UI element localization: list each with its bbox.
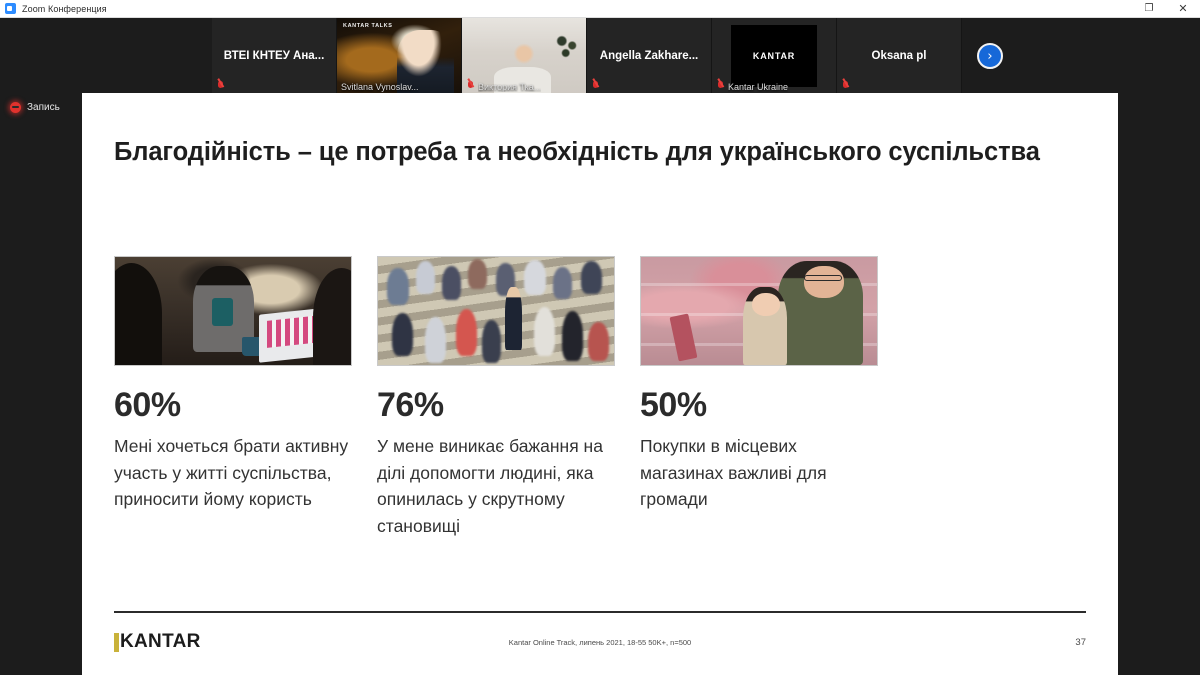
stat-value: 50% — [640, 386, 707, 424]
stat-column: 50% Покупки в місцевих магазинах важливі… — [640, 256, 878, 539]
photo-crowd-on-stairs — [377, 256, 615, 366]
microphone-muted-icon — [591, 81, 600, 92]
participant-video-feed — [462, 18, 586, 94]
restore-window-button[interactable]: ❐ — [1144, 3, 1154, 14]
microphone-muted-icon — [216, 81, 225, 92]
participant-name-label: Svitlana Vynoslav... — [341, 82, 419, 92]
filmstrip-left-spacer — [0, 18, 212, 94]
plant-decoration — [554, 32, 580, 62]
zoom-icon — [5, 3, 16, 14]
participant-thumbnail-footer: Виктория Тка... — [462, 81, 586, 92]
kantar-logo-avatar: KANTAR — [731, 25, 817, 87]
participant-thumbnail-footer: Kantar Ukraine — [712, 81, 836, 92]
participant-name-label: Виктория Тка... — [478, 81, 542, 92]
kantar-logo-text: KANTAR — [752, 51, 796, 61]
slide-columns: 60% Мені хочеться брати активну участь у… — [114, 256, 1086, 539]
slide-page-number: 37 — [1075, 636, 1086, 648]
recording-indicator[interactable]: Запись — [10, 102, 60, 113]
stat-description: Покупки в місцевих магазинах важливі для… — [640, 436, 827, 510]
participant-thumbnail[interactable]: Виктория Тка... — [462, 18, 587, 94]
stat-value: 60% — [114, 386, 181, 424]
stat-value: 76% — [377, 386, 444, 424]
participant-video-feed: KANTAR TALKS — [337, 18, 461, 94]
slide-title: Благодійність – це потреба та необхідніс… — [114, 138, 1040, 166]
participant-thumbnail-footer — [837, 81, 961, 92]
person-silhouette — [396, 30, 454, 94]
participant-name-label: Kantar Ukraine — [728, 81, 789, 92]
participant-thumbnail-footer: Svitlana Vynoslav... — [337, 82, 461, 92]
participant-thumbnail[interactable]: KANTAR TALKS Svitlana Vynoslav... — [337, 18, 462, 94]
person-silhouette — [494, 66, 552, 94]
record-stop-icon — [10, 102, 21, 113]
microphone-muted-icon — [841, 81, 850, 92]
kantar-logo-accent-bar — [114, 632, 119, 652]
participant-display-name: Angella Zakhare... — [599, 50, 699, 62]
participant-display-name: Oksana pl — [871, 50, 927, 62]
participant-thumbnail[interactable]: KANTAR Kantar Ukraine — [712, 18, 837, 94]
kantar-logo: K ANTAR — [114, 631, 201, 653]
close-window-button[interactable]: ✕ — [1178, 2, 1188, 15]
slide-footer: K ANTAR Kantar Online Track, липень 2021,… — [114, 629, 1086, 655]
recording-label: Запись — [27, 102, 60, 113]
window-titlebar: Zoom Конференция ❐ ✕ — [0, 0, 1200, 18]
filmstrip-next-area: › — [962, 18, 1018, 94]
shared-screen-slide: Благодійність – це потреба та необхідніс… — [82, 93, 1118, 675]
participant-thumbnail[interactable]: Oksana pl — [837, 18, 962, 94]
stat-column: 60% Мені хочеться брати активну участь у… — [114, 256, 352, 539]
participant-filmstrip: ВТЕІ КНТЕУ Ана... KANTAR TALKS Svitlana … — [0, 18, 1200, 94]
source-note: Kantar Online Track, липень 2021, 18-55 … — [508, 637, 692, 647]
video-overlay-text: KANTAR TALKS — [343, 23, 393, 29]
participant-thumbnail[interactable]: Angella Zakhare... — [587, 18, 712, 94]
footer-divider — [114, 611, 1086, 613]
participant-display-name: ВТЕІ КНТЕУ Ана... — [223, 50, 325, 62]
microphone-muted-icon — [716, 81, 725, 92]
stat-description: У мене виникає бажання на ділі допомогти… — [377, 436, 603, 536]
stat-description: Мені хочеться брати активну участь у жит… — [114, 436, 349, 510]
photo-father-and-child-in-store — [640, 256, 878, 366]
participant-thumbnail[interactable]: ВТЕІ КНТЕУ Ана... — [212, 18, 337, 94]
stat-column: 76% У мене виникає бажання на ділі допом… — [377, 256, 615, 539]
microphone-muted-icon — [466, 81, 475, 92]
kantar-logo-text: ANTAR — [134, 631, 201, 652]
photo-man-with-laptop-in-cafe — [114, 256, 352, 366]
window-controls: ❐ ✕ — [1132, 0, 1200, 18]
kantar-logo-initial: K — [120, 631, 135, 652]
zoom-content-area: ВТЕІ КНТЕУ Ана... KANTAR TALKS Svitlana … — [0, 18, 1200, 675]
participant-thumbnail-footer — [212, 81, 336, 92]
chevron-right-icon[interactable]: › — [977, 43, 1003, 69]
window-title: Zoom Конференция — [22, 3, 107, 14]
participant-thumbnail-footer — [587, 81, 711, 92]
